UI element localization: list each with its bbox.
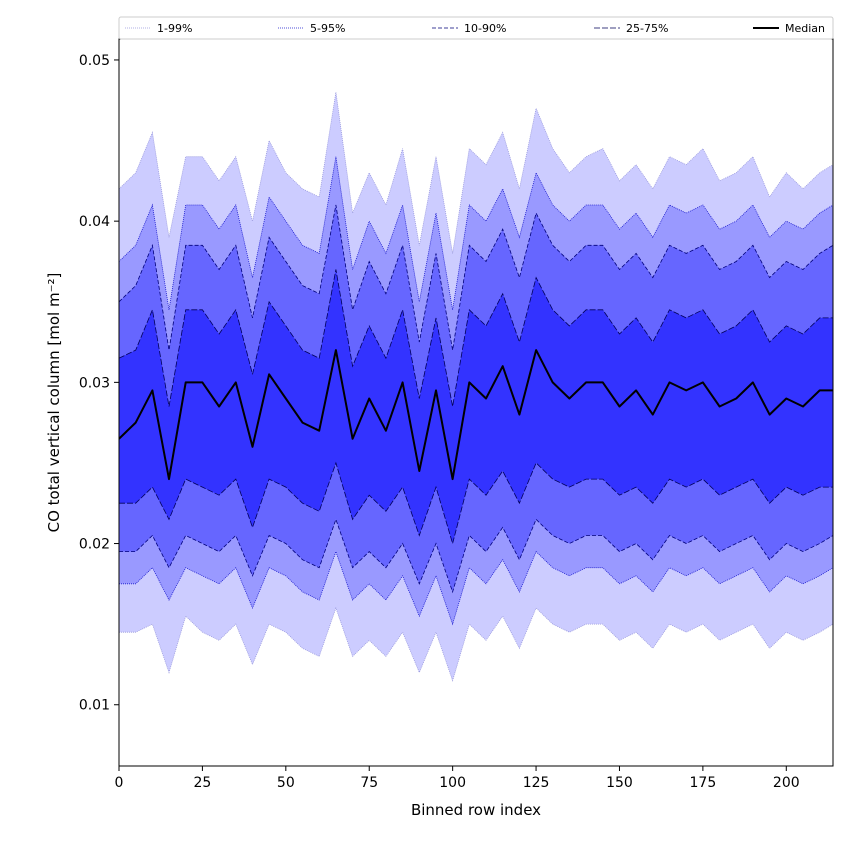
percentile-line-p1 bbox=[119, 606, 833, 682]
legend-label-median: Median bbox=[785, 22, 825, 35]
percentile-line-p75 bbox=[119, 269, 833, 407]
x-tick-label: 125 bbox=[523, 775, 550, 791]
x-axis-title: Binned row index bbox=[411, 801, 541, 819]
percentile-line-p25 bbox=[119, 461, 833, 545]
median-line bbox=[119, 349, 833, 481]
x-tick-label: 100 bbox=[439, 775, 466, 791]
x-tick-label: 25 bbox=[193, 775, 211, 791]
y-tick-label: 0.05 bbox=[79, 53, 110, 69]
legend-label-5-95: 5-95% bbox=[310, 22, 345, 35]
band-25-75 bbox=[119, 269, 833, 544]
y-tick-label: 0.02 bbox=[79, 537, 110, 553]
legend-label-25-75: 25-75% bbox=[626, 22, 668, 35]
legend-box bbox=[118, 16, 834, 40]
y-tick-label: 0.03 bbox=[79, 375, 110, 391]
line-layer bbox=[119, 92, 833, 682]
y-tick-label: 0.01 bbox=[79, 698, 110, 714]
band-layer bbox=[119, 92, 833, 681]
percentile-line-p99 bbox=[119, 92, 833, 254]
x-tick-label: 175 bbox=[690, 775, 717, 791]
x-tick-label: 75 bbox=[360, 775, 378, 791]
x-axis: 0 25 50 75 100 125 150 175 200 bbox=[115, 766, 800, 791]
x-tick-label: 0 bbox=[115, 775, 124, 791]
y-tick-label: 0.04 bbox=[79, 214, 110, 230]
x-tick-label: 200 bbox=[773, 775, 800, 791]
percentile-line-p95 bbox=[119, 156, 833, 310]
y-axis-title: CO total vertical column [mol m⁻²] bbox=[45, 273, 63, 533]
legend: 1-99% 5-95% 10-90% 25-75% Median bbox=[118, 16, 834, 40]
x-tick-label: 150 bbox=[606, 775, 633, 791]
percentile-line-p90 bbox=[119, 204, 833, 351]
legend-label-10-90: 10-90% bbox=[464, 22, 506, 35]
legend-label-1-99: 1-99% bbox=[157, 22, 192, 35]
percentile-line-p5 bbox=[119, 550, 833, 626]
y-axis: 0.01 0.02 0.03 0.04 0.05 bbox=[79, 53, 119, 714]
x-tick-label: 50 bbox=[277, 775, 295, 791]
